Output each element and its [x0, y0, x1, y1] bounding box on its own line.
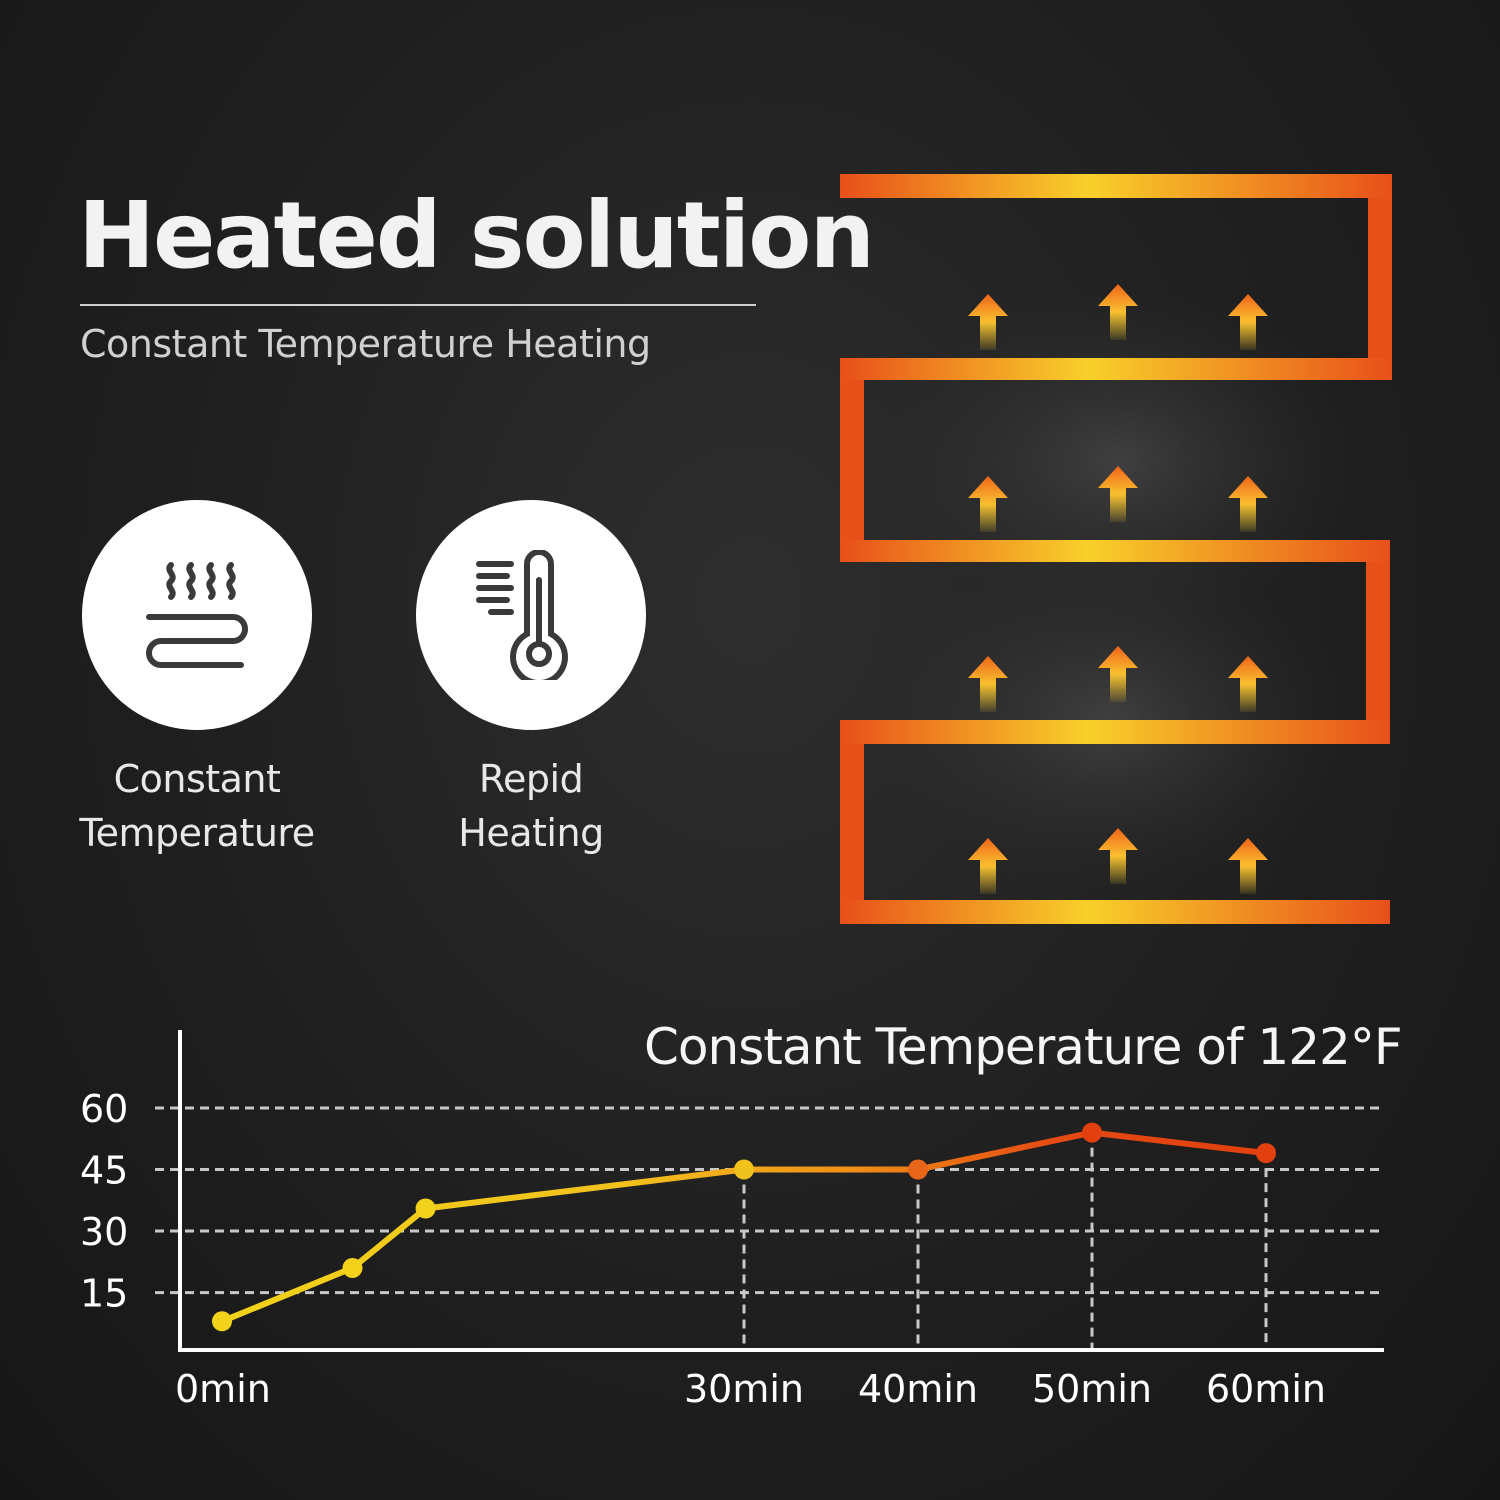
thermometer-icon [476, 550, 568, 680]
x-tick-label: 50min [1032, 1367, 1152, 1411]
data-point [342, 1257, 363, 1278]
chart-series [212, 1122, 1276, 1332]
coil-bars [840, 174, 1392, 924]
feature-icon-circle [416, 500, 646, 730]
data-point [1082, 1122, 1102, 1143]
headline-divider [80, 304, 756, 306]
y-tick-label: 30 [80, 1210, 128, 1254]
x-tick-label: 40min [858, 1367, 978, 1411]
feature-constant-temperature: Constant Temperature [32, 500, 362, 860]
x-tick-label: 30min [684, 1367, 804, 1411]
y-axis-ticks: 15 30 45 60 [80, 1087, 128, 1316]
feature-rapid-heating: Repid Heating [366, 500, 696, 860]
x-tick-label: 0min [175, 1367, 271, 1411]
heating-coil-illustration [840, 174, 1392, 924]
feature-icon-circle [82, 500, 312, 730]
data-point [908, 1159, 928, 1180]
feature-label: Constant Temperature [79, 757, 315, 855]
y-tick-label: 45 [80, 1149, 128, 1193]
temperature-line-chart: 15 30 45 60 0min 30min 40min 50min 60min [80, 1030, 1384, 1411]
heat-waves-icon [146, 562, 248, 668]
data-point [734, 1159, 754, 1180]
headline: Heated solution [78, 182, 875, 289]
chart-title: Constant Temperature of 122°F [644, 1018, 1403, 1076]
subtitle: Constant Temperature Heating [80, 322, 651, 366]
chart-grid [155, 1106, 1384, 1350]
y-tick-label: 60 [80, 1087, 128, 1131]
coil-verticals [840, 174, 1392, 924]
data-point [1256, 1143, 1276, 1164]
chart-axes [178, 1030, 1384, 1352]
x-tick-label: 60min [1206, 1367, 1326, 1411]
feature-label: Repid Heating [458, 757, 604, 855]
data-point [212, 1311, 232, 1332]
data-point [415, 1198, 436, 1219]
y-tick-label: 15 [80, 1272, 128, 1316]
x-axis-ticks: 0min 30min 40min 50min 60min [175, 1367, 1326, 1411]
